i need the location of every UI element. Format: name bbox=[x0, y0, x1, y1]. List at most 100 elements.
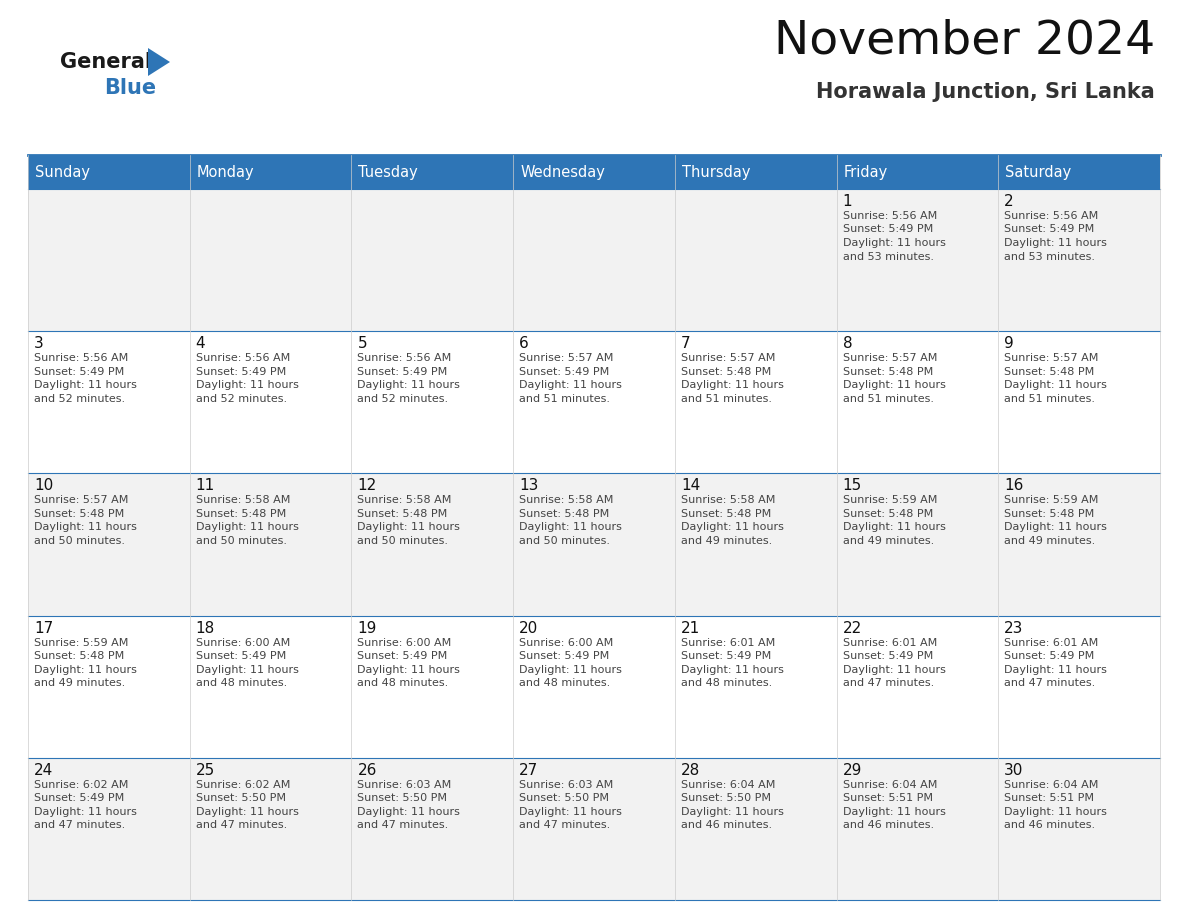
Text: Sunrise: 5:59 AM: Sunrise: 5:59 AM bbox=[842, 496, 937, 506]
Text: Sunset: 5:49 PM: Sunset: 5:49 PM bbox=[519, 366, 609, 376]
Bar bbox=[998, 474, 1159, 616]
Text: 22: 22 bbox=[842, 621, 861, 635]
Text: 6: 6 bbox=[519, 336, 529, 352]
Text: and 50 minutes.: and 50 minutes. bbox=[196, 536, 286, 546]
Text: Daylight: 11 hours: Daylight: 11 hours bbox=[1004, 665, 1107, 675]
Text: and 47 minutes.: and 47 minutes. bbox=[34, 821, 125, 830]
Bar bbox=[675, 474, 836, 616]
Text: 9: 9 bbox=[1004, 336, 1015, 352]
Bar bbox=[190, 331, 352, 474]
Text: Sunset: 5:48 PM: Sunset: 5:48 PM bbox=[681, 366, 771, 376]
Text: and 48 minutes.: and 48 minutes. bbox=[358, 678, 449, 688]
Text: Sunset: 5:49 PM: Sunset: 5:49 PM bbox=[1004, 225, 1094, 234]
Text: Friday: Friday bbox=[843, 165, 887, 181]
Text: Sunrise: 6:03 AM: Sunrise: 6:03 AM bbox=[358, 779, 451, 789]
Text: Daylight: 11 hours: Daylight: 11 hours bbox=[842, 522, 946, 532]
Bar bbox=[352, 331, 513, 474]
Text: Monday: Monday bbox=[197, 165, 254, 181]
Text: Daylight: 11 hours: Daylight: 11 hours bbox=[681, 665, 784, 675]
Text: Sunrise: 5:56 AM: Sunrise: 5:56 AM bbox=[1004, 211, 1099, 221]
Text: 2: 2 bbox=[1004, 194, 1013, 209]
Bar bbox=[29, 757, 190, 900]
Text: Sunset: 5:49 PM: Sunset: 5:49 PM bbox=[519, 651, 609, 661]
Text: and 47 minutes.: and 47 minutes. bbox=[1004, 678, 1095, 688]
Text: Daylight: 11 hours: Daylight: 11 hours bbox=[34, 807, 137, 817]
Text: Daylight: 11 hours: Daylight: 11 hours bbox=[1004, 238, 1107, 248]
Text: and 48 minutes.: and 48 minutes. bbox=[519, 678, 611, 688]
Text: Sunrise: 5:59 AM: Sunrise: 5:59 AM bbox=[34, 638, 128, 647]
Text: 8: 8 bbox=[842, 336, 852, 352]
Text: and 49 minutes.: and 49 minutes. bbox=[34, 678, 125, 688]
Text: Sunrise: 6:04 AM: Sunrise: 6:04 AM bbox=[681, 779, 776, 789]
Text: Sunrise: 5:58 AM: Sunrise: 5:58 AM bbox=[519, 496, 613, 506]
Text: Sunrise: 5:57 AM: Sunrise: 5:57 AM bbox=[1004, 353, 1099, 364]
Text: Sunset: 5:50 PM: Sunset: 5:50 PM bbox=[358, 793, 448, 803]
Bar bbox=[675, 616, 836, 757]
Text: and 50 minutes.: and 50 minutes. bbox=[34, 536, 125, 546]
Text: Sunset: 5:49 PM: Sunset: 5:49 PM bbox=[842, 225, 933, 234]
Text: and 51 minutes.: and 51 minutes. bbox=[842, 394, 934, 404]
Text: Daylight: 11 hours: Daylight: 11 hours bbox=[196, 380, 298, 390]
Text: Sunset: 5:51 PM: Sunset: 5:51 PM bbox=[1004, 793, 1094, 803]
Text: Sunrise: 5:56 AM: Sunrise: 5:56 AM bbox=[358, 353, 451, 364]
Text: and 46 minutes.: and 46 minutes. bbox=[681, 821, 772, 830]
Text: 26: 26 bbox=[358, 763, 377, 778]
Text: 24: 24 bbox=[34, 763, 53, 778]
Text: Sunrise: 5:57 AM: Sunrise: 5:57 AM bbox=[34, 496, 128, 506]
Text: 21: 21 bbox=[681, 621, 700, 635]
Text: Sunday: Sunday bbox=[34, 165, 90, 181]
Text: Sunrise: 5:59 AM: Sunrise: 5:59 AM bbox=[1004, 496, 1099, 506]
Text: Sunrise: 5:58 AM: Sunrise: 5:58 AM bbox=[196, 496, 290, 506]
Text: and 47 minutes.: and 47 minutes. bbox=[358, 821, 449, 830]
Text: Saturday: Saturday bbox=[1005, 165, 1072, 181]
Text: Sunset: 5:48 PM: Sunset: 5:48 PM bbox=[1004, 366, 1094, 376]
Text: 3: 3 bbox=[34, 336, 44, 352]
Bar bbox=[513, 474, 675, 616]
Bar bbox=[998, 189, 1159, 331]
Bar bbox=[513, 616, 675, 757]
Text: Daylight: 11 hours: Daylight: 11 hours bbox=[519, 665, 623, 675]
Text: 1: 1 bbox=[842, 194, 852, 209]
Text: Sunset: 5:50 PM: Sunset: 5:50 PM bbox=[196, 793, 286, 803]
Bar bbox=[675, 189, 836, 331]
Bar bbox=[998, 757, 1159, 900]
Text: Sunset: 5:50 PM: Sunset: 5:50 PM bbox=[681, 793, 771, 803]
Text: Sunrise: 6:00 AM: Sunrise: 6:00 AM bbox=[519, 638, 613, 647]
Bar bbox=[352, 616, 513, 757]
Text: and 49 minutes.: and 49 minutes. bbox=[842, 536, 934, 546]
Text: Sunrise: 6:01 AM: Sunrise: 6:01 AM bbox=[681, 638, 775, 647]
Text: Daylight: 11 hours: Daylight: 11 hours bbox=[196, 665, 298, 675]
Text: Daylight: 11 hours: Daylight: 11 hours bbox=[681, 807, 784, 817]
Bar bbox=[836, 474, 998, 616]
Text: Sunrise: 6:04 AM: Sunrise: 6:04 AM bbox=[1004, 779, 1099, 789]
Text: 30: 30 bbox=[1004, 763, 1024, 778]
Text: Daylight: 11 hours: Daylight: 11 hours bbox=[842, 238, 946, 248]
Text: General: General bbox=[61, 52, 152, 72]
Bar bbox=[190, 474, 352, 616]
Text: Sunrise: 6:02 AM: Sunrise: 6:02 AM bbox=[34, 779, 128, 789]
Text: Sunset: 5:48 PM: Sunset: 5:48 PM bbox=[842, 509, 933, 519]
Text: Daylight: 11 hours: Daylight: 11 hours bbox=[34, 380, 137, 390]
Text: Daylight: 11 hours: Daylight: 11 hours bbox=[519, 522, 623, 532]
Text: Sunset: 5:48 PM: Sunset: 5:48 PM bbox=[196, 509, 286, 519]
Text: Daylight: 11 hours: Daylight: 11 hours bbox=[1004, 522, 1107, 532]
Bar bbox=[998, 155, 1159, 189]
Text: 4: 4 bbox=[196, 336, 206, 352]
Bar bbox=[190, 757, 352, 900]
Text: Daylight: 11 hours: Daylight: 11 hours bbox=[842, 665, 946, 675]
Bar bbox=[190, 189, 352, 331]
Text: 23: 23 bbox=[1004, 621, 1024, 635]
Text: Tuesday: Tuesday bbox=[359, 165, 418, 181]
Bar bbox=[352, 155, 513, 189]
Text: Wednesday: Wednesday bbox=[520, 165, 605, 181]
Text: and 48 minutes.: and 48 minutes. bbox=[196, 678, 287, 688]
Text: Sunrise: 6:02 AM: Sunrise: 6:02 AM bbox=[196, 779, 290, 789]
Text: Sunset: 5:49 PM: Sunset: 5:49 PM bbox=[681, 651, 771, 661]
Bar bbox=[998, 616, 1159, 757]
Text: 25: 25 bbox=[196, 763, 215, 778]
Text: and 52 minutes.: and 52 minutes. bbox=[34, 394, 125, 404]
Text: 20: 20 bbox=[519, 621, 538, 635]
Bar bbox=[998, 331, 1159, 474]
Text: Sunset: 5:49 PM: Sunset: 5:49 PM bbox=[842, 651, 933, 661]
Text: Daylight: 11 hours: Daylight: 11 hours bbox=[842, 380, 946, 390]
